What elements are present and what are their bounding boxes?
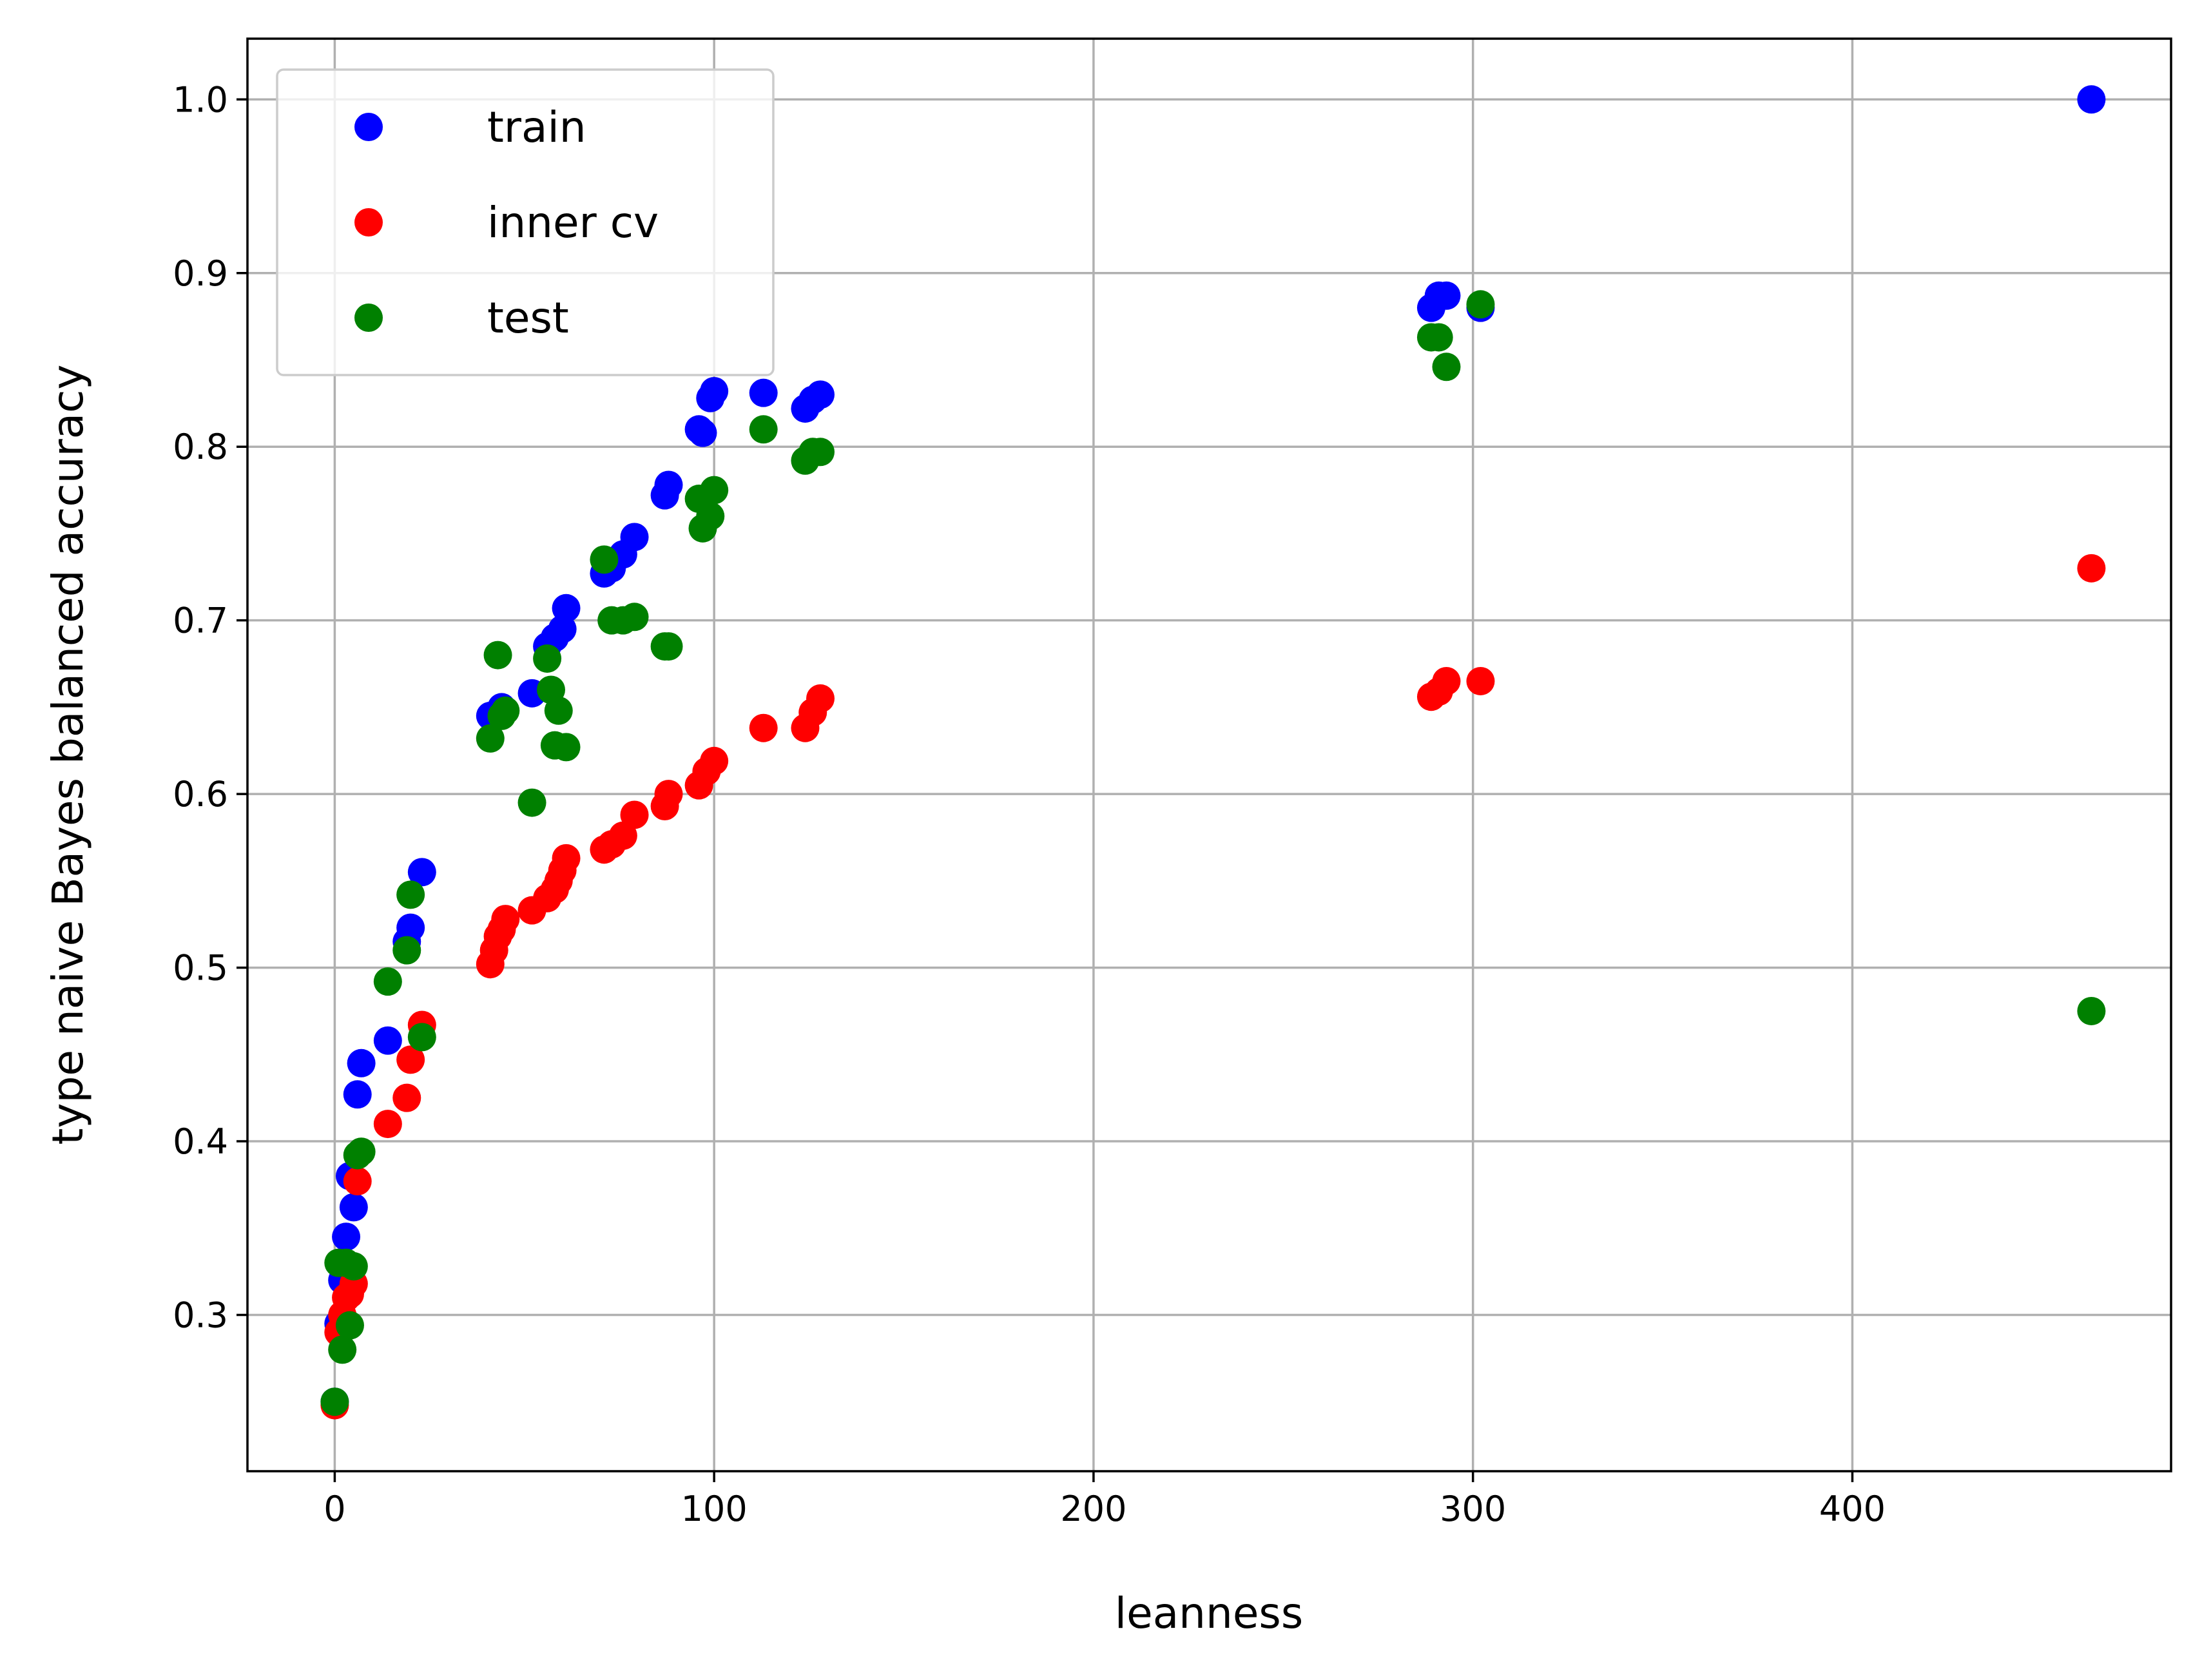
point-train — [407, 858, 436, 887]
point-test — [552, 733, 581, 762]
point-inner-cv — [552, 844, 581, 873]
y-tick-label: 0.3 — [173, 1295, 228, 1335]
point-train — [700, 376, 729, 405]
point-inner-cv — [396, 1045, 425, 1074]
data-points — [320, 85, 2106, 1420]
point-test — [476, 724, 505, 753]
point-test — [1432, 352, 1461, 381]
point-inner-cv — [654, 780, 683, 809]
point-test — [407, 1023, 436, 1052]
point-train — [552, 594, 581, 623]
series-inner-cv — [320, 554, 2106, 1420]
point-test — [620, 603, 649, 632]
series-test — [320, 290, 2106, 1416]
point-test — [328, 1335, 357, 1364]
point-train — [1432, 281, 1461, 310]
legend-marker-test — [354, 304, 383, 332]
point-test — [533, 644, 562, 673]
point-test — [2077, 996, 2106, 1025]
point-test — [392, 936, 421, 965]
point-train — [688, 418, 717, 447]
point-test — [347, 1137, 376, 1166]
legend-marker-train — [354, 113, 383, 141]
point-inner-cv — [806, 684, 835, 713]
legend-box — [276, 68, 775, 376]
point-inner-cv — [2077, 554, 2106, 583]
point-test — [396, 880, 425, 909]
point-inner-cv — [608, 821, 637, 850]
point-test — [696, 502, 725, 530]
point-inner-cv — [491, 905, 520, 934]
x-tick-label: 200 — [1060, 1489, 1126, 1529]
point-train — [332, 1222, 361, 1251]
point-inner-cv — [343, 1167, 372, 1196]
x-tick-label: 400 — [1819, 1489, 1886, 1529]
y-tick-label: 0.8 — [173, 427, 228, 467]
point-test — [749, 415, 778, 444]
point-inner-cv — [620, 800, 649, 829]
point-train — [347, 1048, 376, 1077]
point-inner-cv — [373, 1110, 402, 1139]
point-test — [483, 641, 512, 670]
y-tick-label: 0.5 — [173, 948, 228, 989]
point-test — [491, 696, 520, 725]
point-train — [339, 1193, 368, 1222]
plot-frame — [246, 37, 2172, 1472]
point-train — [343, 1080, 372, 1109]
point-test — [517, 788, 546, 817]
point-train — [2077, 85, 2106, 114]
point-train — [396, 913, 425, 942]
legend-label-inner-cv: inner cv — [487, 198, 659, 247]
point-test — [320, 1387, 349, 1416]
point-inner-cv — [1466, 666, 1495, 695]
point-test — [544, 696, 573, 725]
point-train — [373, 1026, 402, 1055]
point-test — [700, 476, 729, 505]
point-test — [339, 1252, 368, 1281]
x-axis-ticks: 0 100 200 300 400 — [324, 1471, 1886, 1529]
x-tick-label: 0 — [324, 1489, 345, 1529]
point-train — [806, 380, 835, 409]
point-test — [654, 632, 683, 661]
y-tick-label: 0.7 — [173, 601, 228, 641]
point-test — [590, 545, 619, 574]
legend-label-test: test — [487, 293, 569, 343]
y-axis-title: type naive Bayes balanced accuracy — [43, 365, 93, 1145]
point-test — [335, 1311, 364, 1340]
point-train — [620, 523, 649, 552]
legend: train inner cv test — [276, 68, 775, 376]
point-inner-cv — [392, 1083, 421, 1112]
point-test — [373, 967, 402, 996]
y-tick-label: 0.4 — [173, 1121, 228, 1162]
point-test — [806, 438, 835, 467]
x-axis-title: leanness — [1115, 1588, 1303, 1638]
y-tick-label: 0.6 — [173, 774, 228, 815]
point-train — [654, 470, 683, 499]
point-inner-cv — [700, 746, 729, 775]
point-test — [1424, 323, 1453, 352]
point-train — [749, 378, 778, 407]
y-axis-ticks: 0.3 0.4 0.5 0.6 0.7 0.8 0.9 1.0 — [173, 79, 247, 1335]
point-inner-cv — [749, 713, 778, 742]
legend-marker-inner-cv — [354, 208, 383, 237]
y-tick-label: 1.0 — [173, 79, 228, 120]
point-inner-cv — [1432, 666, 1461, 695]
x-tick-label: 300 — [1440, 1489, 1506, 1529]
x-tick-label: 100 — [681, 1489, 748, 1529]
y-tick-label: 0.9 — [173, 253, 228, 294]
legend-label-train: train — [487, 102, 586, 152]
point-test — [1466, 290, 1495, 319]
